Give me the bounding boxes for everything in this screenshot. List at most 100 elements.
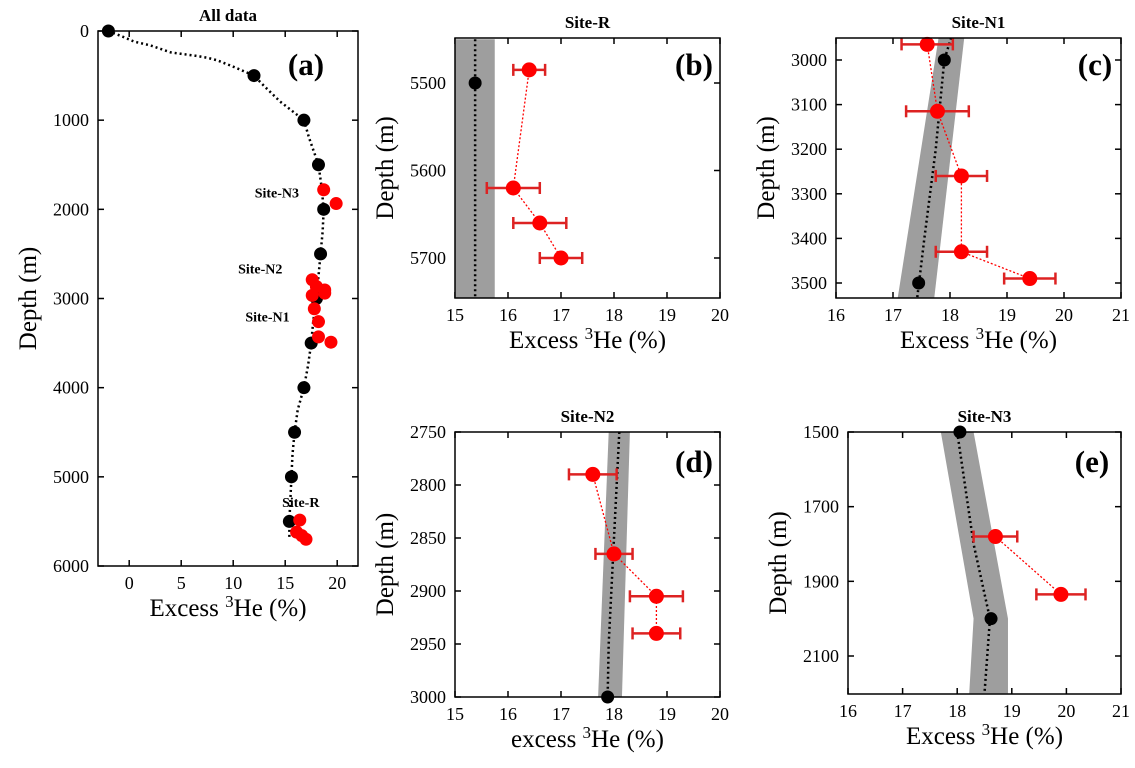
x-axis-label: Excess 3He (%): [149, 592, 306, 622]
panel-title: Site-N3: [958, 407, 1012, 426]
y-tick-label: 2000: [53, 199, 89, 219]
x-tick-label: 20: [328, 573, 346, 593]
x-tick-label: 17: [894, 701, 912, 721]
profile-point: [311, 158, 325, 172]
uncertainty-band: [455, 39, 495, 298]
plot-frame: [847, 431, 1122, 695]
panel-letter: (c): [1078, 47, 1112, 82]
plot-frame: [454, 431, 721, 698]
profile-point: [282, 514, 296, 528]
y-tick-label: 3400: [791, 228, 827, 248]
y-tick-label: 3500: [791, 273, 827, 293]
measured-line: [512, 69, 562, 259]
measured-point: [1053, 586, 1069, 602]
y-axis-label: Depth (m): [765, 511, 792, 614]
measured-line: [592, 474, 658, 634]
measured-point: [1022, 271, 1038, 287]
x-tick-label: 17: [884, 305, 902, 325]
x-axis-label: Excess 3He (%): [900, 324, 1057, 354]
measured-point: [317, 183, 331, 197]
y-tick-label: 3000: [410, 687, 446, 707]
x-tick-label: 16: [839, 701, 857, 721]
measured-point: [318, 286, 332, 300]
measured-line: [994, 536, 1062, 595]
x-axis-label: Excess 3He (%): [906, 720, 1063, 750]
measured-point: [953, 168, 969, 184]
profile-point: [314, 247, 328, 261]
y-tick-label: 5500: [410, 73, 446, 93]
site-label: Site-N2: [238, 263, 282, 278]
y-tick-label: 2100: [803, 646, 839, 666]
panel-title: Site-N2: [561, 407, 615, 426]
measured-point: [606, 546, 622, 562]
uncertainty-band: [940, 432, 1008, 694]
x-tick-label: 19: [1003, 701, 1021, 721]
x-tick-label: 19: [658, 305, 676, 325]
x-tick-label: 20: [1057, 701, 1075, 721]
x-tick-label: 5: [177, 573, 186, 593]
profile-point: [288, 425, 302, 439]
y-tick-label: 2850: [410, 528, 446, 548]
plot-frame: [97, 30, 359, 567]
uncertainty-band: [897, 38, 965, 298]
y-tick-label: 1900: [803, 571, 839, 591]
y-tick-label: 5600: [410, 161, 446, 181]
panel-title: Site-N1: [952, 13, 1006, 32]
y-tick-label: 0: [80, 21, 89, 41]
plot-frame: [454, 37, 721, 299]
x-tick-label: 19: [658, 704, 676, 724]
profile-point: [912, 276, 926, 290]
x-tick-label: 18: [605, 305, 623, 325]
measured-point: [553, 250, 569, 266]
profile-point: [937, 53, 951, 67]
measured-point: [329, 197, 343, 211]
measured-point: [521, 62, 537, 78]
x-tick-label: 18: [605, 704, 623, 724]
profile-point: [317, 202, 331, 216]
profile-point: [297, 381, 311, 395]
x-tick-label: 20: [711, 704, 729, 724]
x-tick-label: 21: [1112, 305, 1130, 325]
panel-title: All data: [199, 6, 258, 25]
measured-point: [919, 36, 935, 52]
x-tick-label: 20: [1055, 305, 1073, 325]
y-tick-label: 2750: [410, 422, 446, 442]
y-tick-label: 1500: [803, 422, 839, 442]
panel-letter: (e): [1075, 444, 1109, 479]
y-tick-label: 6000: [53, 556, 89, 576]
y-tick-label: 3300: [791, 184, 827, 204]
profile-point: [297, 113, 311, 127]
x-tick-label: 17: [552, 305, 570, 325]
measured-point: [305, 288, 319, 302]
profile-point: [284, 470, 298, 484]
measured-point: [648, 588, 664, 604]
site-label: Site-R: [282, 496, 320, 511]
y-tick-label: 3000: [791, 50, 827, 70]
x-tick-label: 17: [552, 704, 570, 724]
panel-letter: (a): [288, 47, 324, 82]
measured-point: [585, 466, 601, 482]
measured-point: [311, 330, 325, 344]
x-axis-label: excess 3He (%): [511, 723, 664, 753]
measured-point: [299, 532, 313, 546]
y-tick-label: 3100: [791, 95, 827, 115]
profile-line: [107, 29, 325, 540]
y-tick-label: 2900: [410, 581, 446, 601]
measured-point: [505, 180, 521, 196]
y-tick-label: 4000: [53, 378, 89, 398]
x-tick-label: 16: [499, 305, 517, 325]
x-tick-label: 16: [827, 305, 845, 325]
measured-point: [311, 315, 325, 329]
y-tick-label: 5000: [53, 467, 89, 487]
y-tick-label: 1000: [53, 110, 89, 130]
profile-line: [915, 38, 953, 298]
y-tick-label: 2800: [410, 475, 446, 495]
x-tick-label: 19: [998, 305, 1016, 325]
y-axis-label: Depth (m): [15, 247, 42, 350]
measured-point: [307, 302, 321, 316]
x-tick-label: 10: [224, 573, 242, 593]
x-tick-label: 0: [125, 573, 134, 593]
panel-letter: (b): [675, 47, 713, 82]
measured-point: [929, 103, 945, 119]
